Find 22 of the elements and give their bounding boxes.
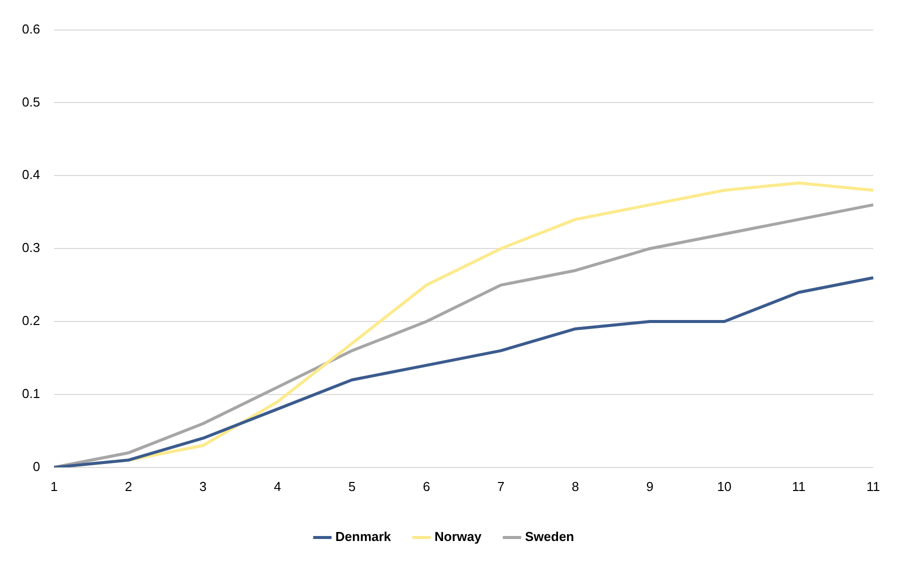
x-tick-label: 5 — [348, 478, 356, 494]
x-tick-label: 10 — [717, 478, 732, 494]
y-tick-label: 0.1 — [22, 386, 40, 402]
y-tick-label: 0 — [32, 458, 40, 474]
x-tick-label: 6 — [422, 478, 430, 494]
y-tick-label: 0.6 — [22, 21, 40, 36]
x-tick-label: 2 — [124, 478, 132, 494]
x-tick-label: 7 — [497, 478, 505, 494]
y-tick-label: 0.4 — [22, 167, 40, 182]
legend-label: Sweden — [524, 529, 574, 544]
y-tick-label: 0.2 — [22, 313, 40, 328]
x-tick-label: 11 — [866, 478, 880, 494]
x-tick-label: 8 — [572, 478, 579, 494]
x-tick-label: 4 — [274, 478, 282, 494]
legend-label: Norway — [434, 529, 482, 544]
legend-label: Denmark — [335, 529, 392, 544]
x-tick-label: 1 — [50, 478, 58, 494]
x-tick-label: 9 — [646, 478, 654, 494]
y-tick-label: 0.5 — [22, 94, 40, 110]
y-tick-label: 0.3 — [22, 240, 40, 256]
x-tick-label: 11 — [792, 478, 806, 494]
x-tick-label: 3 — [199, 478, 207, 494]
